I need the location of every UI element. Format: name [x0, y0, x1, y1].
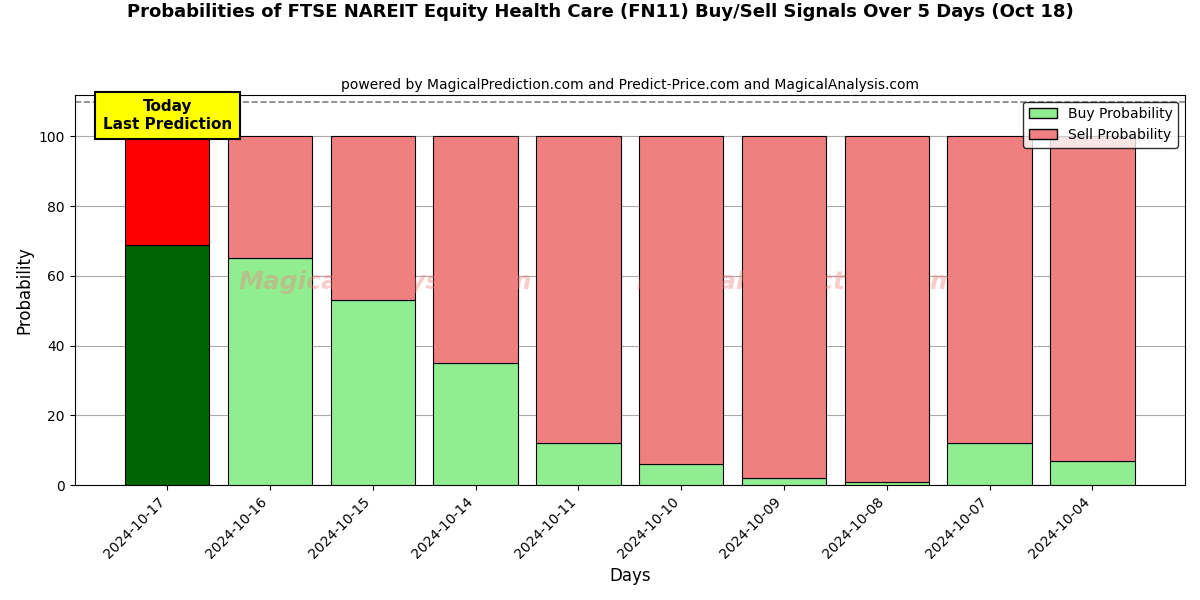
Bar — [228, 136, 312, 259]
Bar — [125, 136, 210, 245]
Bar — [742, 478, 826, 485]
Y-axis label: Probability: Probability — [16, 246, 34, 334]
Text: Today
Last Prediction: Today Last Prediction — [103, 99, 232, 131]
Bar — [845, 136, 929, 482]
X-axis label: Days: Days — [610, 567, 650, 585]
Bar — [125, 245, 210, 485]
Title: powered by MagicalPrediction.com and Predict-Price.com and MagicalAnalysis.com: powered by MagicalPrediction.com and Pre… — [341, 78, 919, 92]
Bar — [1050, 461, 1134, 485]
Bar — [433, 136, 517, 363]
Bar — [948, 443, 1032, 485]
Bar — [536, 136, 620, 443]
Bar — [536, 443, 620, 485]
Bar — [331, 136, 415, 301]
Text: MagicalAnalysis.com: MagicalAnalysis.com — [239, 270, 533, 294]
Text: MagicalPrediction.com: MagicalPrediction.com — [636, 270, 956, 294]
Bar — [742, 136, 826, 478]
Bar — [640, 136, 724, 464]
Bar — [640, 464, 724, 485]
Bar — [228, 259, 312, 485]
Bar — [845, 482, 929, 485]
Bar — [1050, 136, 1134, 461]
Text: Probabilities of FTSE NAREIT Equity Health Care (FN11) Buy/Sell Signals Over 5 D: Probabilities of FTSE NAREIT Equity Heal… — [127, 3, 1073, 21]
Bar — [331, 301, 415, 485]
Legend: Buy Probability, Sell Probability: Buy Probability, Sell Probability — [1024, 101, 1178, 148]
Bar — [433, 363, 517, 485]
Bar — [948, 136, 1032, 443]
